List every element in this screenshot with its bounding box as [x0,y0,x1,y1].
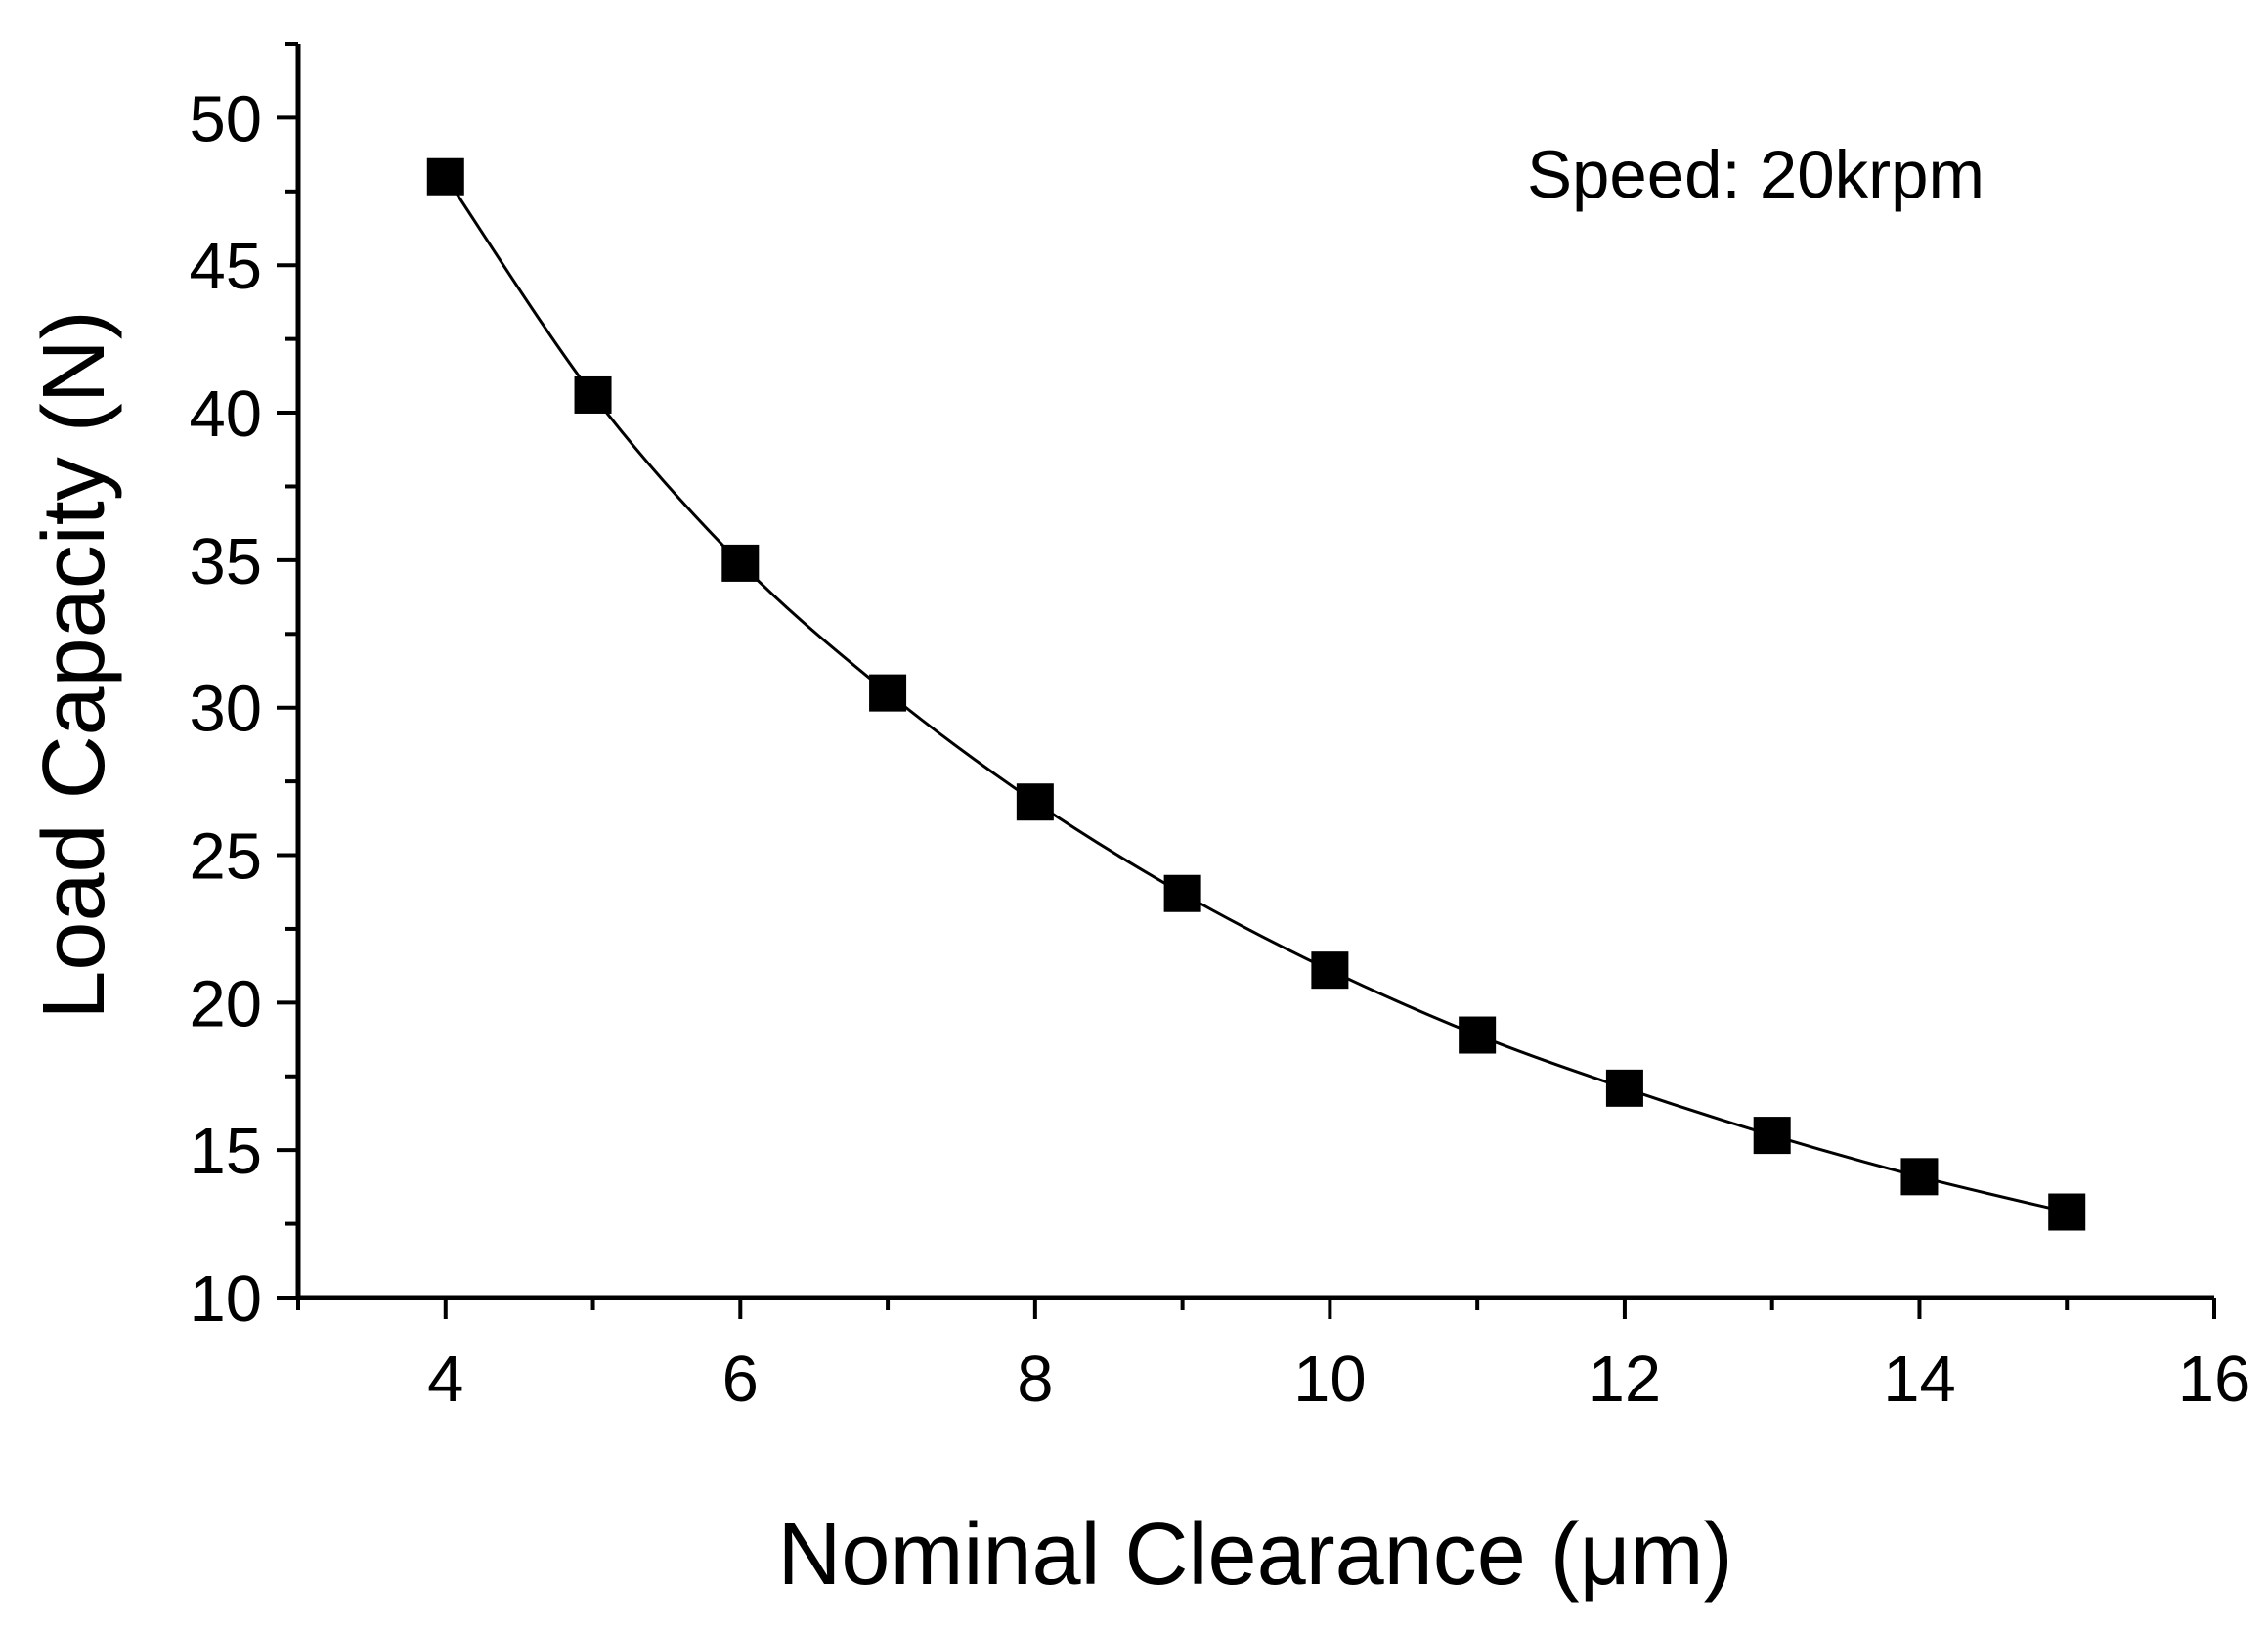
x-tick-label: 6 [722,1343,759,1416]
x-tick-label: 10 [1293,1343,1367,1416]
x-tick-label: 14 [1883,1343,1956,1416]
data-point-marker [1753,1117,1791,1155]
y-tick-label: 10 [189,1262,262,1336]
data-point-marker [2048,1193,2086,1231]
data-point-marker [574,375,612,414]
y-tick-label: 30 [189,673,262,746]
y-tick-label: 20 [189,967,262,1040]
data-point-marker [1311,951,1349,990]
data-point-marker [1605,1069,1643,1107]
y-tick-label: 15 [189,1115,262,1188]
ticks [277,42,2216,1319]
data-point-marker [721,544,760,582]
y-tick-label: 45 [189,230,262,303]
x-tick-label: 12 [1589,1343,1662,1416]
series-line [444,175,2068,1213]
x-tick-label: 4 [427,1343,463,1416]
y-tick-label: 25 [189,820,262,894]
y-tick-label: 50 [189,82,262,155]
x-tick-label: 16 [2178,1343,2251,1416]
data-point-marker [1900,1158,1939,1196]
x-axis-title: Nominal Clearance (μm) [777,1506,1732,1604]
x-tick-label: 8 [1017,1343,1053,1416]
data-point-marker [1016,783,1054,821]
data-point-marker [1163,874,1201,912]
tick-labels: 4 6 8 10 12 14 16 10 15 20 25 30 35 40 45 50 [189,82,2250,1416]
data-point-marker [426,157,464,196]
y-axis-title: Load Capacity (N) [25,310,123,1019]
y-tick-label: 40 [189,377,262,451]
y-tick-label: 35 [189,525,262,598]
series [426,157,2086,1231]
speed-annotation: Speed: 20krpm [1527,137,1984,212]
axes [295,44,2214,1300]
data-point-marker [869,674,907,712]
data-point-marker [1459,1016,1497,1054]
